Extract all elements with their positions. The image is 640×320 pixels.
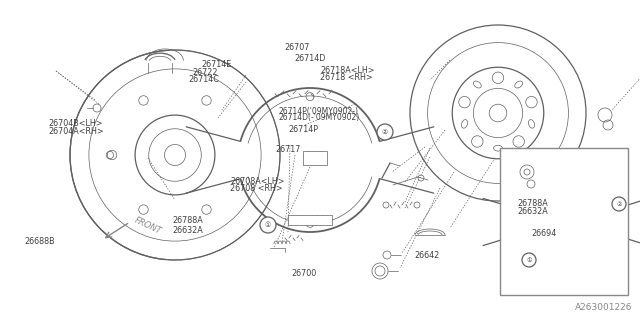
Text: FRONT: FRONT: [133, 216, 163, 236]
Circle shape: [598, 108, 612, 122]
Text: ②: ②: [382, 129, 388, 135]
Text: 26718 <RH>: 26718 <RH>: [320, 73, 372, 82]
Text: 26694: 26694: [531, 229, 556, 238]
Text: 26704B<LH>: 26704B<LH>: [48, 119, 102, 128]
Circle shape: [612, 197, 626, 211]
Bar: [288, 215, 332, 225]
Text: 26714P: 26714P: [288, 125, 318, 134]
Text: ②: ②: [616, 202, 622, 206]
Text: 26722: 26722: [192, 68, 218, 76]
Text: 26704A<RH>: 26704A<RH>: [48, 127, 104, 136]
Text: 26707: 26707: [285, 43, 310, 52]
Text: ①: ①: [265, 222, 271, 228]
Circle shape: [522, 253, 536, 267]
Text: 26700: 26700: [291, 269, 316, 278]
Text: 26708 <RH>: 26708 <RH>: [230, 184, 283, 193]
Text: 26642: 26642: [415, 252, 440, 260]
Circle shape: [260, 217, 276, 233]
Circle shape: [377, 124, 393, 140]
Text: A263001226: A263001226: [575, 303, 632, 312]
Text: 26688B: 26688B: [24, 237, 55, 246]
Text: 26714D(-'09MY0902): 26714D(-'09MY0902): [278, 113, 360, 122]
Text: 26788A: 26788A: [517, 199, 548, 208]
Text: 26632A: 26632A: [517, 207, 548, 216]
Text: ①: ①: [526, 258, 532, 262]
Text: 26717: 26717: [275, 145, 301, 154]
Text: 26714D: 26714D: [294, 54, 326, 63]
Text: 26714C: 26714C: [189, 75, 220, 84]
Text: 26788A: 26788A: [173, 216, 204, 225]
Text: 26718A<LH>: 26718A<LH>: [320, 66, 374, 75]
Text: 26632A: 26632A: [173, 226, 204, 235]
Text: 26714E: 26714E: [202, 60, 232, 68]
Text: 26708A<LH>: 26708A<LH>: [230, 177, 285, 186]
Bar: [500, 148, 628, 295]
Circle shape: [520, 165, 534, 179]
Bar: [303, 151, 327, 165]
Text: 26714P('09MY0902-): 26714P('09MY0902-): [278, 107, 358, 116]
